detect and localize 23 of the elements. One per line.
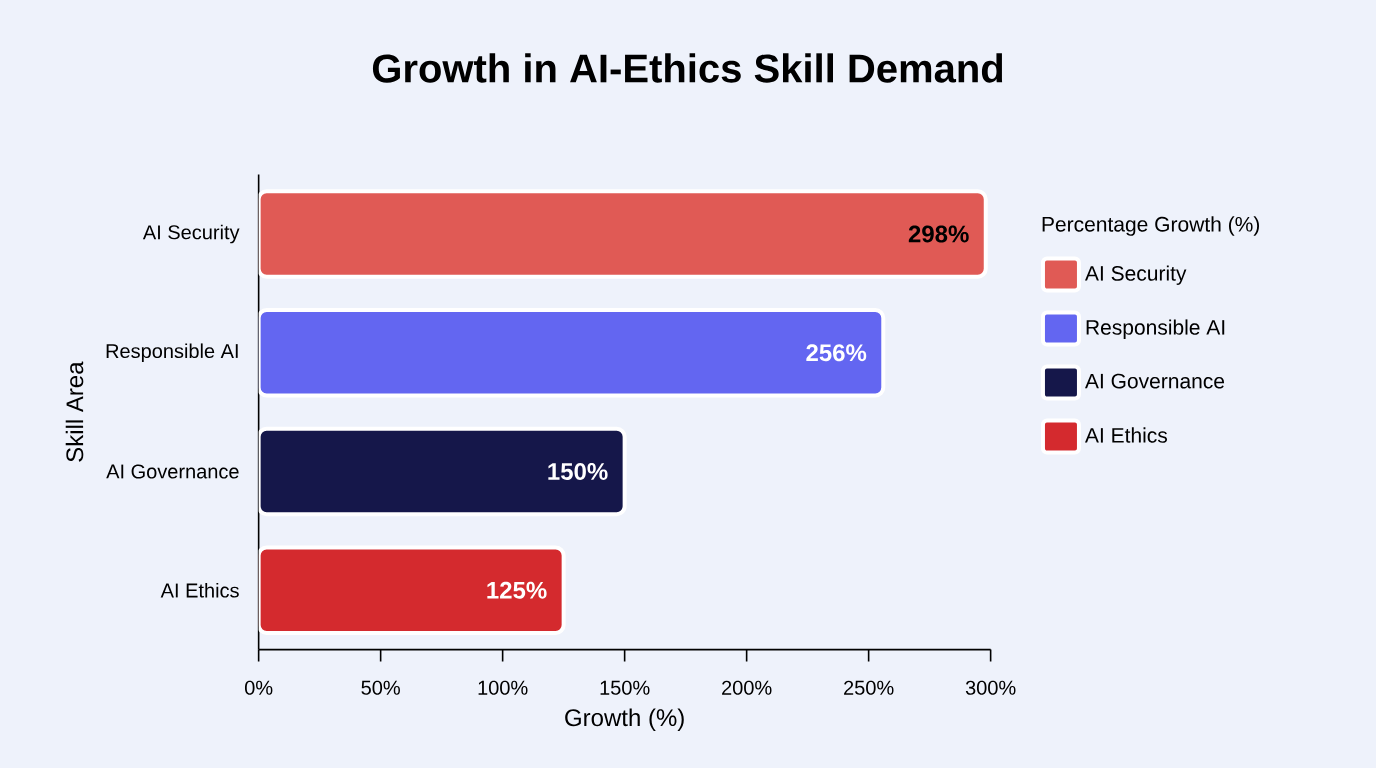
data-label: 125% <box>487 581 547 599</box>
y-tick-label: AI Ethics <box>160 582 239 598</box>
x-tick-label: 100% <box>478 680 528 695</box>
x-tick-label: 200% <box>722 680 772 695</box>
data-label: 150% <box>548 462 608 480</box>
y-tick-label: AI Security <box>142 224 240 244</box>
x-tick-label: 300% <box>965 680 1016 695</box>
legend-label: AI Security <box>1084 265 1187 285</box>
x-tick-label: 250% <box>844 680 894 695</box>
x-tick-label: 150% <box>600 680 650 695</box>
y-axis-title: Skill Area <box>65 361 84 462</box>
chart-title: Growth in AI-Ethics Skill Demand <box>372 53 1003 83</box>
x-tick-label: 0% <box>244 680 273 695</box>
legend-label: AI Governance <box>1084 373 1225 389</box>
data-label: 256% <box>806 344 867 362</box>
legend-label: Responsible AI <box>1086 319 1225 339</box>
y-tick-label: AI Governance <box>106 464 239 479</box>
y-tick-label: Responsible AI <box>106 343 238 363</box>
data-label: 298% <box>908 225 969 243</box>
x-tick-label: 50% <box>361 680 400 695</box>
legend-label: AI Ethics <box>1084 427 1168 443</box>
x-axis-title: Growth (%) <box>565 708 684 731</box>
legend-title: Percentage Growth (%) <box>1042 216 1260 236</box>
